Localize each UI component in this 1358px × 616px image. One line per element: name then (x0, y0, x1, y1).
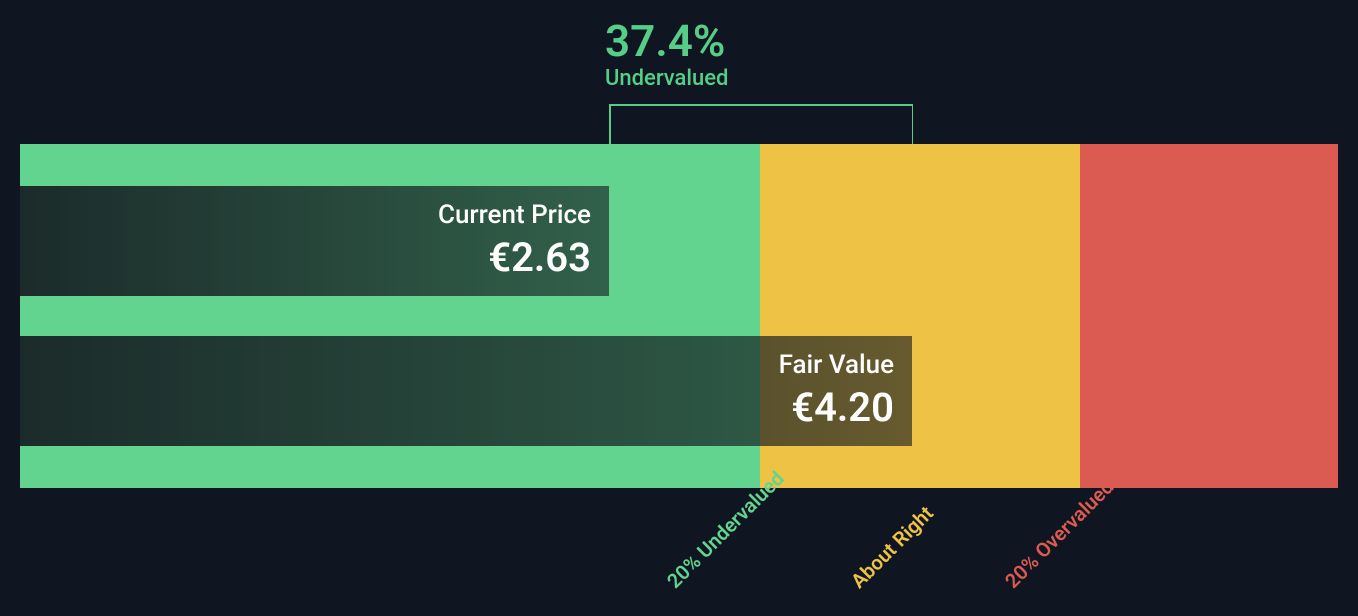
headline-percent: 37.4% (605, 18, 728, 64)
overvalued-zone (1080, 144, 1338, 488)
headline: 37.4% Undervalued (605, 18, 728, 91)
headline-status: Undervalued (605, 66, 728, 91)
current-price-label: Current Price €2.63 (438, 200, 591, 281)
fair-value-bar: Fair Value €4.20 (20, 336, 912, 446)
current-price-bar: Current Price €2.63 (20, 186, 609, 296)
axis-label: 20% Overvalued (1000, 475, 1118, 593)
fair-value-label: Fair Value €4.20 (779, 350, 894, 431)
bracket-left (609, 104, 611, 144)
axis-label: About Right (846, 501, 938, 593)
current-price-value: €2.63 (438, 234, 591, 281)
current-price-name: Current Price (438, 200, 591, 230)
bracket-top (609, 104, 912, 106)
fair-value-value: €4.20 (779, 384, 894, 431)
valuation-chart: 37.4% Undervalued Current Price €2.63 Fa… (0, 0, 1358, 616)
fair-value-name: Fair Value (779, 350, 894, 380)
